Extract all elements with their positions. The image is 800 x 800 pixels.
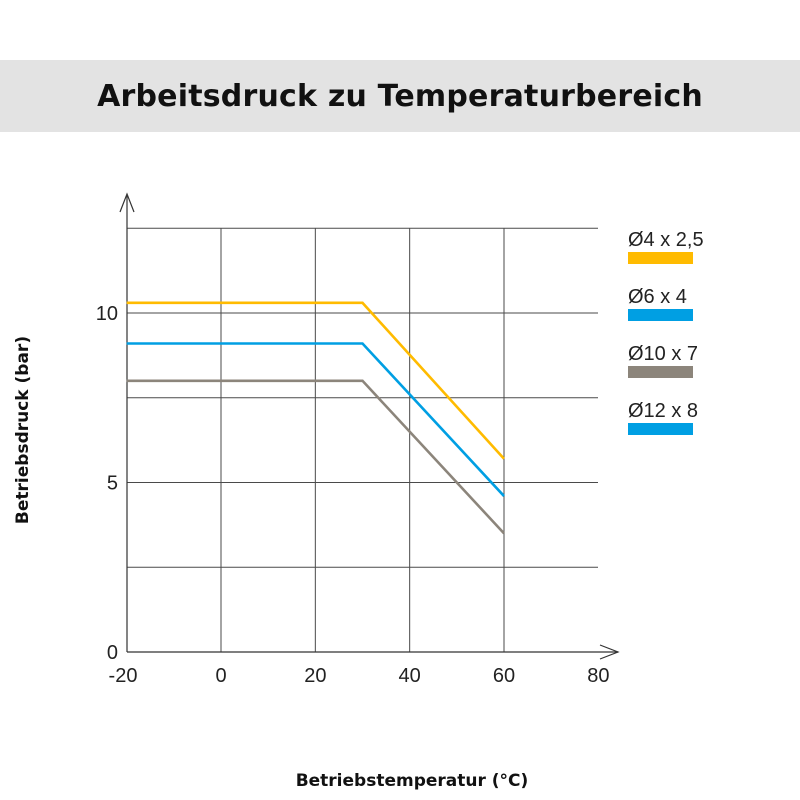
- x-tick-label: 60: [493, 665, 515, 687]
- legend: Ø4 x 2,5 Ø6 x 4 Ø10 x 7 Ø12 x 8: [628, 229, 704, 435]
- x-axis-title: Betriebstemperatur (°C): [296, 771, 529, 791]
- legend-swatch: [628, 423, 693, 435]
- legend-swatch: [628, 309, 693, 321]
- series-lines: [126, 301, 505, 535]
- legend-label: Ø10 x 7: [628, 343, 698, 365]
- y-axis-arrow: [119, 192, 135, 213]
- series-line: [126, 342, 505, 497]
- y-tick-label: 5: [107, 473, 118, 495]
- axes: [119, 192, 620, 660]
- y-axis-title: Betriebsdruck (bar): [13, 336, 33, 524]
- x-tick-label: 20: [304, 665, 326, 687]
- legend-label: Ø6 x 4: [628, 286, 687, 308]
- legend-label: Ø12 x 8: [628, 400, 698, 422]
- x-tick-label: -20: [109, 665, 138, 687]
- legend-swatch: [628, 366, 693, 378]
- chart-title: Arbeitsdruck zu Temperaturbereich: [97, 78, 703, 114]
- y-tick-label: 10: [96, 303, 118, 325]
- y-tick-label: 0: [107, 642, 118, 664]
- x-tick-label: 40: [399, 665, 421, 687]
- grid-lines: [127, 227, 598, 652]
- series-line: [126, 379, 505, 535]
- legend-label: Ø4 x 2,5: [628, 229, 704, 251]
- x-tick-label: 80: [587, 665, 609, 687]
- x-tick-label: 0: [215, 665, 226, 687]
- chart-title-bar: Arbeitsdruck zu Temperaturbereich: [0, 60, 800, 132]
- legend-swatch: [628, 252, 693, 264]
- series-line: [126, 301, 505, 460]
- x-axis-arrow: [599, 644, 620, 660]
